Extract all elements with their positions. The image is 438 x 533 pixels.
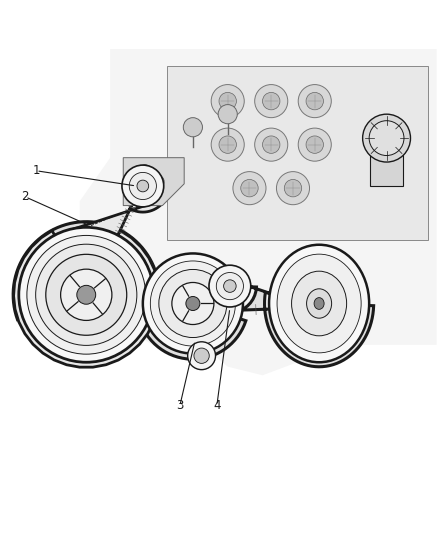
- FancyBboxPatch shape: [370, 138, 403, 186]
- Circle shape: [209, 265, 251, 307]
- Circle shape: [27, 236, 145, 354]
- Circle shape: [211, 85, 244, 118]
- Circle shape: [219, 136, 237, 154]
- Circle shape: [254, 128, 288, 161]
- Circle shape: [216, 272, 244, 300]
- Circle shape: [150, 261, 236, 346]
- Polygon shape: [14, 202, 159, 367]
- Circle shape: [155, 179, 161, 184]
- Circle shape: [187, 342, 215, 370]
- Circle shape: [19, 228, 154, 362]
- Circle shape: [184, 118, 202, 137]
- Polygon shape: [123, 158, 184, 206]
- Circle shape: [233, 172, 266, 205]
- Polygon shape: [167, 66, 428, 240]
- Circle shape: [194, 348, 209, 364]
- Circle shape: [363, 114, 410, 162]
- Circle shape: [126, 175, 138, 188]
- Circle shape: [276, 172, 310, 205]
- Circle shape: [139, 165, 151, 177]
- Circle shape: [35, 244, 137, 345]
- Circle shape: [172, 282, 214, 325]
- Circle shape: [369, 120, 404, 156]
- Text: 3: 3: [176, 399, 184, 412]
- Circle shape: [122, 165, 164, 207]
- Circle shape: [129, 172, 156, 199]
- Circle shape: [159, 270, 227, 337]
- Circle shape: [298, 128, 331, 161]
- Ellipse shape: [277, 254, 361, 353]
- Circle shape: [219, 92, 237, 110]
- Text: 1: 1: [32, 164, 40, 177]
- Ellipse shape: [292, 271, 346, 336]
- Circle shape: [129, 179, 135, 184]
- Polygon shape: [13, 222, 374, 367]
- Circle shape: [262, 92, 280, 110]
- Circle shape: [306, 136, 323, 154]
- Circle shape: [284, 180, 302, 197]
- Circle shape: [143, 254, 243, 353]
- Text: 4: 4: [213, 399, 221, 412]
- Circle shape: [306, 92, 323, 110]
- Circle shape: [142, 168, 148, 174]
- Circle shape: [60, 269, 112, 320]
- Circle shape: [254, 85, 288, 118]
- Polygon shape: [80, 49, 437, 375]
- Circle shape: [186, 296, 200, 311]
- Ellipse shape: [314, 297, 324, 309]
- Circle shape: [262, 136, 280, 154]
- Ellipse shape: [307, 289, 332, 318]
- Circle shape: [224, 280, 236, 293]
- Circle shape: [298, 85, 331, 118]
- Circle shape: [137, 180, 148, 192]
- Circle shape: [218, 104, 237, 124]
- Ellipse shape: [269, 245, 369, 362]
- Circle shape: [152, 175, 164, 188]
- Circle shape: [46, 254, 127, 335]
- Circle shape: [211, 128, 244, 161]
- Circle shape: [77, 285, 95, 304]
- Circle shape: [241, 180, 258, 197]
- Text: 2: 2: [21, 190, 29, 204]
